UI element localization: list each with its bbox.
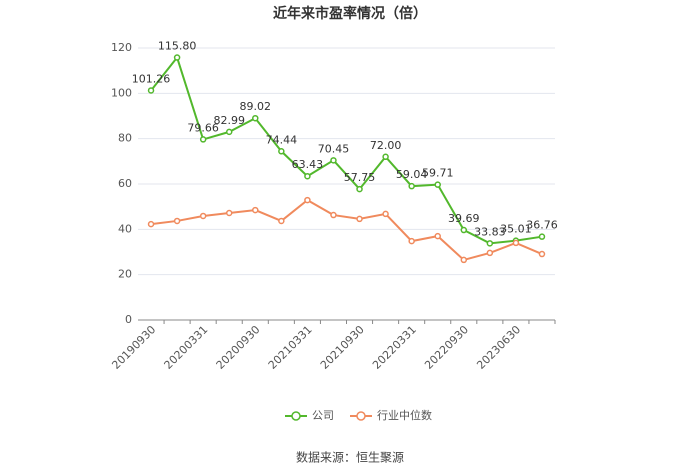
data-label: 57.75 [344, 171, 376, 184]
data-label: 79.66 [187, 121, 219, 134]
x-tick-label: 20220331 [370, 323, 419, 372]
point [147, 87, 155, 94]
point [538, 250, 546, 258]
data-label: 89.02 [240, 100, 272, 113]
y-tick-label: 0 [125, 313, 132, 326]
chart-title: 近年来市盈率情况（倍） [273, 5, 427, 22]
x-tick-label: 20230630 [474, 323, 523, 372]
point [278, 217, 285, 225]
point [486, 249, 494, 257]
point [304, 196, 311, 204]
series-line [150, 55, 543, 245]
y-tick-label: 40 [118, 222, 132, 235]
x-tick-label: 20200331 [162, 323, 211, 372]
data-label: 115.80 [158, 40, 197, 53]
point [408, 237, 415, 245]
data-label: 59.04 [396, 168, 428, 181]
y-tick-label: 120 [111, 41, 132, 54]
legend-marker [356, 411, 366, 421]
point [330, 211, 337, 219]
legend-marker [291, 411, 301, 421]
point [538, 233, 546, 240]
x-tick-label: 20190930 [109, 323, 158, 372]
point [173, 54, 181, 61]
data-label: 35.01 [500, 223, 532, 236]
point [382, 210, 389, 218]
point [512, 239, 520, 247]
point [173, 217, 181, 225]
y-tick-label: 100 [111, 86, 132, 99]
point [486, 240, 494, 247]
data-label: 82.99 [213, 114, 245, 127]
point [460, 256, 468, 264]
point [460, 226, 468, 234]
point [199, 212, 207, 220]
y-tick-label: 60 [118, 177, 132, 190]
point [304, 172, 311, 180]
point [382, 153, 389, 161]
y-tick-label: 80 [118, 132, 132, 145]
point [225, 209, 233, 217]
data-label: 59.71 [422, 167, 454, 180]
point [278, 148, 285, 155]
point [434, 181, 441, 188]
data-label: 36.76 [526, 219, 558, 232]
legend-label: 行业中位数 [377, 408, 432, 422]
point [356, 215, 363, 223]
legend-label: 公司 [312, 409, 334, 422]
data-label: 101.26 [132, 72, 171, 85]
x-tick-label: 20210930 [318, 323, 367, 372]
data-label: 70.45 [318, 142, 350, 155]
source: 数据来源：恒生聚源 [296, 450, 404, 465]
x-tick-label: 20220930 [422, 323, 471, 372]
point [356, 185, 363, 193]
data-label: 74.44 [266, 133, 298, 146]
point [434, 232, 441, 240]
x-tick-label: 20210331 [266, 323, 315, 372]
data-label: 72.00 [370, 139, 402, 152]
data-label: 33.83 [474, 225, 506, 238]
x-tick-label: 20200930 [214, 323, 263, 372]
point [408, 182, 415, 190]
point [252, 114, 259, 122]
point [199, 136, 207, 143]
y-tick-label: 20 [118, 268, 132, 281]
point [330, 157, 337, 164]
point [252, 206, 259, 214]
series-line [150, 198, 543, 262]
data-label: 39.69 [448, 212, 480, 225]
data-label: 63.43 [292, 158, 324, 171]
point [147, 220, 155, 228]
point [225, 128, 233, 136]
